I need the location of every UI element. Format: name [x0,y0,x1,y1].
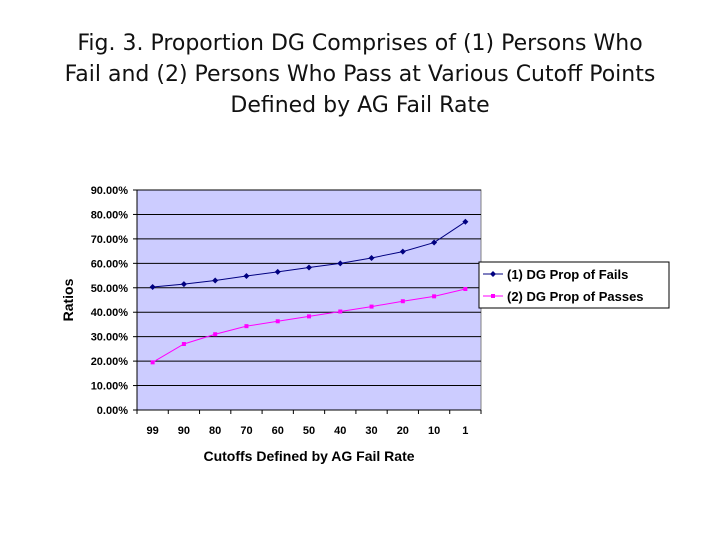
data-point [274,268,281,275]
data-point [369,304,374,309]
title-line-1: Fig. 3. Proportion DG Comprises of (1) P… [77,31,643,56]
legend [478,261,670,309]
legend-label: (1) DG Prop of Fails [507,267,628,282]
x-tick-label: 99 [147,425,159,437]
data-point [275,319,280,324]
x-tick-label: 60 [272,425,284,437]
data-point [306,264,312,271]
y-tick-label: 20.00% [91,356,129,368]
x-tick-label: 1 [462,425,468,437]
y-tick-label: 60.00% [91,258,129,270]
x-tick-label: 30 [365,425,377,437]
x-tick-label: 50 [303,425,315,437]
data-point [337,260,344,267]
x-tick-label: 70 [240,425,252,437]
title-line-3: Defined by AG Fail Rate [230,93,490,118]
data-point [180,281,187,288]
y-axis-title: Ratios [60,278,76,321]
data-point [431,239,438,246]
data-point [307,314,311,319]
y-tick-label: 80.00% [91,209,129,221]
data-point [243,273,250,280]
data-point [212,277,219,284]
legend-marker [490,271,496,277]
y-tick-label: 40.00% [91,307,129,319]
data-point [150,360,155,365]
y-tick-label: 0.00% [97,405,128,417]
x-tick-label: 20 [397,425,409,437]
y-tick-label: 90.00% [91,185,129,197]
plot-area [136,189,482,411]
data-point [244,324,249,329]
legend-label: (2) DG Prop of Passes [507,289,644,304]
data-point [181,342,186,346]
x-tick-label: 80 [209,425,221,437]
data-point [463,287,468,291]
data-point [432,294,437,299]
y-tick-label: 10.00% [91,381,129,393]
legend-marker [491,294,495,298]
data-point [368,254,375,261]
data-point [149,284,156,291]
data-point [462,218,469,225]
data-point [338,309,343,314]
y-tick-label: 30.00% [91,332,129,344]
data-point [400,299,405,304]
x-tick-label: 40 [334,425,346,437]
x-axis-title: Cutoffs Defined by AG Fail Rate [203,448,414,464]
data-point [399,248,406,255]
x-tick-label: 10 [428,425,440,437]
x-tick-label: 90 [178,425,190,437]
y-tick-label: 70.00% [91,234,129,246]
title-line-2: Fail and (2) Persons Who Pass at Various… [64,62,656,87]
y-tick-label: 50.00% [91,283,129,295]
chart-title: Fig. 3. Proportion DG Comprises of (1) P… [0,28,720,121]
data-point [213,332,218,337]
